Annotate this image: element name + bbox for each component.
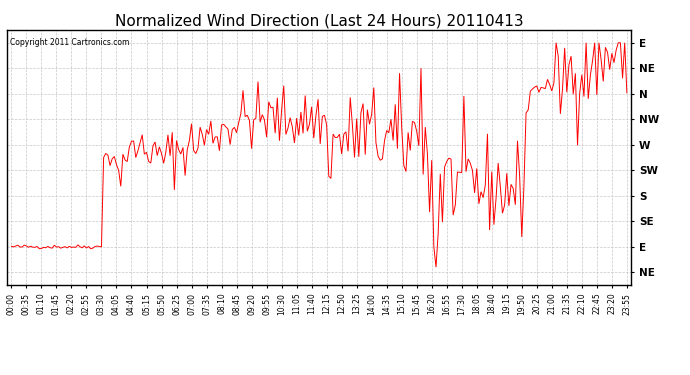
- Title: Normalized Wind Direction (Last 24 Hours) 20110413: Normalized Wind Direction (Last 24 Hours…: [115, 14, 524, 29]
- Text: Copyright 2011 Cartronics.com: Copyright 2011 Cartronics.com: [10, 38, 130, 46]
